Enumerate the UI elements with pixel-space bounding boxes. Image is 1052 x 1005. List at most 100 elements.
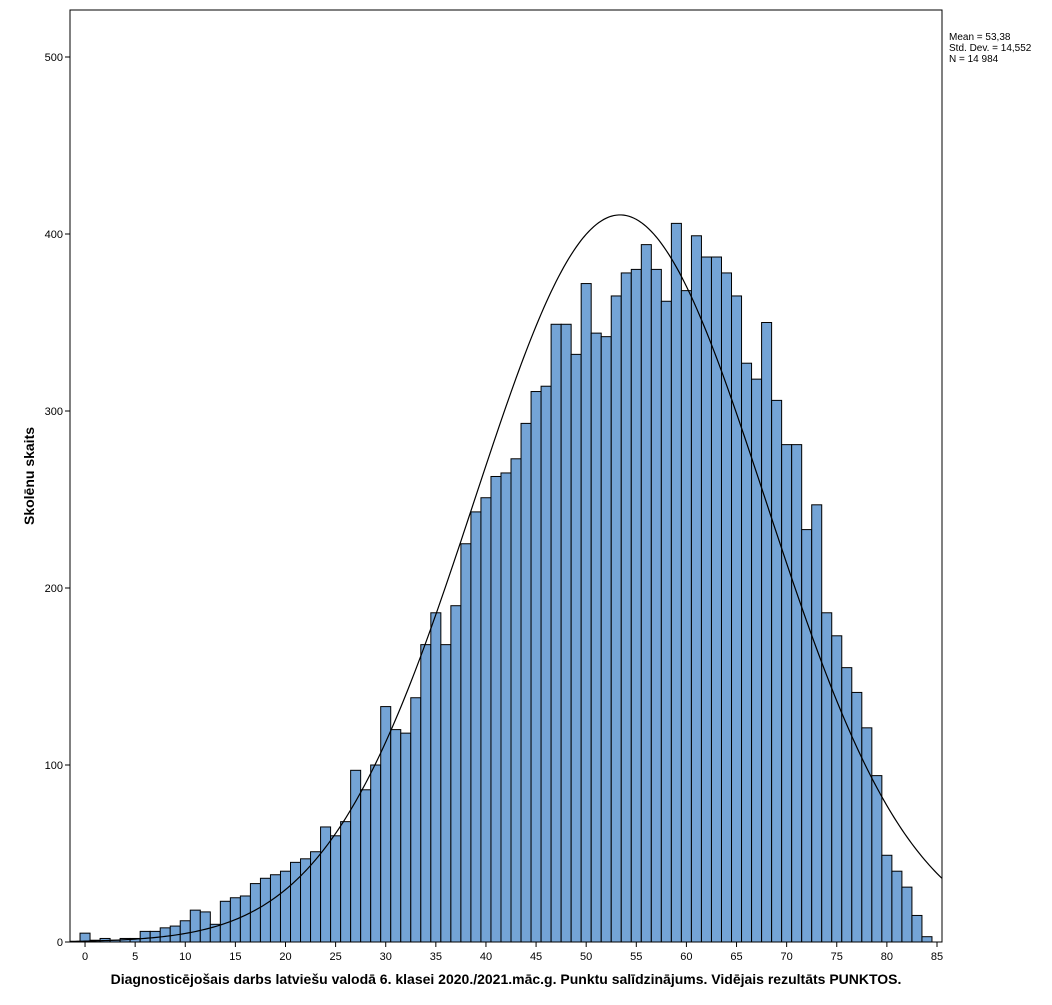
x-tick-label: 10 bbox=[179, 951, 191, 963]
histogram-bar bbox=[630, 268, 642, 943]
histogram-bar bbox=[500, 472, 512, 943]
histogram-bar bbox=[450, 605, 462, 943]
histogram-bar bbox=[360, 789, 372, 943]
histogram-bar bbox=[249, 883, 261, 943]
histogram-bar bbox=[821, 612, 833, 943]
histogram-bar bbox=[600, 336, 612, 943]
histogram-bar bbox=[440, 644, 452, 943]
x-tick-label: 60 bbox=[680, 951, 692, 963]
y-tick-label: 200 bbox=[45, 583, 63, 595]
y-axis: 0 100 200 300 400 500 bbox=[45, 52, 70, 949]
histogram-bar bbox=[791, 444, 803, 943]
x-tick-label: 45 bbox=[530, 951, 542, 963]
histogram-bar bbox=[871, 775, 883, 943]
histogram-bar bbox=[901, 886, 913, 943]
histogram-bar bbox=[390, 729, 402, 943]
x-tick-label: 40 bbox=[480, 951, 492, 963]
histogram-bar bbox=[670, 222, 682, 943]
histogram-bar bbox=[320, 826, 332, 943]
histogram-bar bbox=[580, 283, 592, 943]
histogram-bar bbox=[400, 732, 412, 943]
y-tick-label: 300 bbox=[45, 406, 63, 418]
histogram-bar bbox=[540, 385, 552, 943]
histogram-bar bbox=[700, 256, 712, 943]
histogram-bar bbox=[460, 543, 472, 943]
histogram-bar bbox=[510, 458, 522, 943]
x-axis-title: Diagnosticējošais darbs latviešu valodā … bbox=[111, 971, 902, 987]
histogram-bar bbox=[560, 323, 572, 943]
stats-std-dev: Std. Dev. = 14,552 bbox=[949, 43, 1032, 54]
histogram-bar bbox=[520, 422, 532, 943]
histogram-bar bbox=[761, 322, 773, 943]
histogram-bar bbox=[139, 930, 151, 943]
histogram-bar bbox=[410, 697, 422, 943]
histogram-bar bbox=[570, 353, 582, 943]
x-tick-label: 15 bbox=[229, 951, 241, 963]
y-axis-title: Skolēnu skaits bbox=[21, 427, 37, 525]
histogram-bar bbox=[891, 870, 903, 943]
x-tick-label: 75 bbox=[831, 951, 843, 963]
histogram-bar bbox=[480, 497, 492, 943]
x-tick-label: 35 bbox=[430, 951, 442, 963]
x-tick-label: 55 bbox=[630, 951, 642, 963]
x-tick-label: 25 bbox=[329, 951, 341, 963]
histogram-bar bbox=[781, 444, 793, 943]
x-tick-label: 30 bbox=[380, 951, 392, 963]
histogram-bar bbox=[179, 920, 191, 943]
y-tick-label: 400 bbox=[45, 229, 63, 241]
histogram-bar bbox=[710, 256, 722, 943]
histogram-bar bbox=[881, 854, 893, 943]
histogram-bar bbox=[159, 927, 171, 943]
histogram-bar bbox=[660, 300, 672, 943]
histogram-bar bbox=[420, 644, 432, 943]
histogram-bar bbox=[731, 295, 743, 943]
histogram-bar bbox=[470, 511, 482, 943]
stats-mean: Mean = 53,38 bbox=[949, 32, 1011, 43]
x-tick-label: 70 bbox=[781, 951, 793, 963]
histogram-bar bbox=[801, 529, 813, 943]
plot-frame bbox=[69, 9, 943, 943]
stats-n: N = 14 984 bbox=[949, 54, 999, 65]
x-tick-label: 50 bbox=[580, 951, 592, 963]
histogram-bar bbox=[610, 295, 622, 943]
histogram-bar bbox=[290, 861, 302, 943]
x-tick-label: 85 bbox=[931, 951, 943, 963]
normal-curve bbox=[69, 214, 943, 943]
histogram-bar bbox=[690, 235, 702, 943]
histogram-bar bbox=[831, 635, 843, 943]
histogram-bar bbox=[590, 332, 602, 943]
histogram-bar bbox=[911, 914, 923, 943]
x-tick-label: 5 bbox=[132, 951, 138, 963]
histogram-bar bbox=[340, 821, 352, 943]
histogram-bar bbox=[430, 612, 442, 943]
histogram-bar bbox=[239, 895, 251, 943]
histogram-bar bbox=[851, 691, 863, 943]
histogram-bar bbox=[640, 244, 652, 943]
histogram-bar bbox=[741, 362, 753, 943]
histogram-bar bbox=[189, 909, 201, 943]
histogram-bar bbox=[530, 391, 542, 943]
x-tick-label: 20 bbox=[279, 951, 291, 963]
y-tick-label: 500 bbox=[45, 52, 63, 64]
histogram-bar bbox=[279, 870, 292, 943]
histogram-bar bbox=[720, 272, 733, 943]
y-tick-label: 100 bbox=[45, 760, 63, 772]
histogram-bar bbox=[259, 877, 271, 943]
histogram-bar bbox=[550, 323, 562, 943]
x-tick-label: 0 bbox=[82, 951, 88, 963]
histogram-bar bbox=[650, 268, 662, 943]
histogram-bar bbox=[490, 475, 502, 943]
histogram-bar bbox=[330, 835, 342, 943]
histogram-bar bbox=[199, 911, 211, 943]
histogram-bar bbox=[680, 290, 692, 943]
histogram-bar bbox=[310, 851, 322, 943]
histogram-bar bbox=[771, 399, 783, 943]
x-axis: 0 5 10 15 20 25 30 35 40 45 50 55 60 65 70 75 80 85 bbox=[82, 942, 943, 963]
histogram-bar bbox=[620, 272, 632, 943]
x-tick-label: 80 bbox=[881, 951, 893, 963]
histogram-bar bbox=[370, 764, 382, 943]
histogram-bar bbox=[921, 936, 933, 943]
y-tick-label: 0 bbox=[57, 937, 63, 949]
histogram-bar bbox=[269, 874, 281, 943]
